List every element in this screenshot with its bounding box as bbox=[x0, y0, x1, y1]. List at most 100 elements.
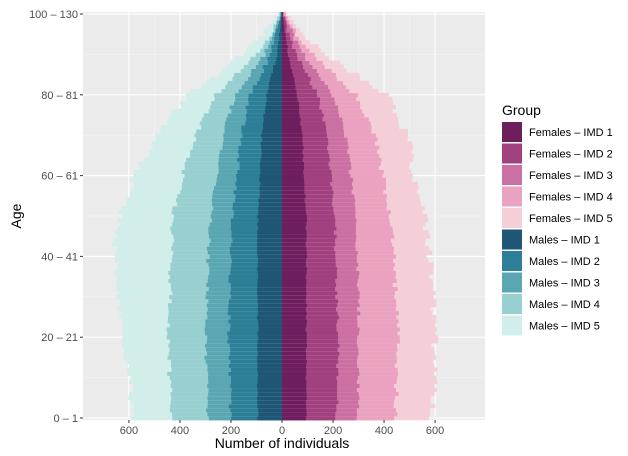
bar-female-imd2 bbox=[282, 197, 333, 203]
bar-female-imd1 bbox=[282, 157, 303, 162]
bar-male-imd1 bbox=[257, 383, 282, 389]
bar-female-imd1 bbox=[282, 197, 305, 203]
bar-female-imd1 bbox=[282, 189, 305, 195]
bar-female-imd2 bbox=[282, 339, 339, 344]
bar-female-imd2 bbox=[282, 157, 331, 162]
bar-female-imd1 bbox=[282, 149, 303, 154]
bar-male-imd1 bbox=[258, 323, 282, 328]
bar-female-imd1 bbox=[282, 363, 307, 368]
bar-male-imd2 bbox=[230, 250, 282, 255]
bar-male-imd2 bbox=[274, 40, 282, 45]
bar-male-imd1 bbox=[257, 371, 282, 376]
bar-female-imd2 bbox=[282, 88, 317, 94]
bar-male-imd1 bbox=[260, 169, 282, 174]
bar-male-imd1 bbox=[257, 355, 282, 360]
bar-male-imd2 bbox=[248, 96, 282, 102]
bar-male-imd1 bbox=[257, 213, 282, 219]
bar-male-imd2 bbox=[227, 331, 282, 336]
bar-female-imd2 bbox=[282, 270, 337, 275]
bar-female-imd1 bbox=[282, 371, 307, 376]
bar-female-imd2 bbox=[282, 250, 336, 255]
bar-male-imd1 bbox=[277, 48, 282, 53]
bar-male-imd2 bbox=[231, 411, 282, 417]
bar-male-imd2 bbox=[231, 387, 282, 393]
bar-male-imd1 bbox=[257, 314, 282, 320]
bar-female-imd1 bbox=[282, 262, 306, 267]
legend-swatch bbox=[502, 315, 522, 336]
bar-female-imd2 bbox=[282, 391, 338, 397]
bar-female-imd1 bbox=[282, 282, 307, 288]
bar-female-imd1 bbox=[282, 193, 306, 199]
y-tick-label: 60 – 61 bbox=[41, 171, 78, 183]
bar-female-imd2 bbox=[282, 359, 339, 364]
bar-male-imd1 bbox=[261, 133, 282, 138]
bar-male-imd2 bbox=[232, 238, 282, 243]
bar-male-imd1 bbox=[257, 403, 282, 409]
bar-male-imd1 bbox=[273, 64, 282, 69]
bar-female-imd2 bbox=[282, 48, 296, 53]
bar-male-imd1 bbox=[257, 367, 282, 372]
legend-swatch bbox=[502, 294, 522, 314]
bar-male-imd1 bbox=[257, 262, 282, 267]
bar-female-imd1 bbox=[282, 104, 300, 110]
y-axis-title: Age bbox=[8, 203, 24, 228]
bar-male-imd1 bbox=[257, 266, 282, 271]
bar-female-imd1 bbox=[282, 339, 307, 344]
bar-female-imd2 bbox=[282, 149, 329, 154]
bar-female-imd1 bbox=[282, 379, 307, 384]
bar-male-imd2 bbox=[252, 88, 282, 94]
bar-female-imd1 bbox=[282, 230, 307, 235]
bar-male-imd1 bbox=[257, 379, 282, 384]
bar-male-imd2 bbox=[274, 36, 282, 41]
bar-female-imd2 bbox=[282, 371, 339, 376]
bar-male-imd1 bbox=[267, 88, 282, 94]
bar-female-imd1 bbox=[282, 314, 306, 320]
bar-male-imd2 bbox=[230, 290, 282, 296]
bar-male-imd1 bbox=[258, 218, 282, 223]
x-tick-label: 200 bbox=[324, 425, 342, 437]
bar-female-imd1 bbox=[282, 266, 307, 271]
bar-female-imd2 bbox=[282, 407, 337, 413]
bar-male-imd2 bbox=[228, 306, 282, 312]
bar-female-imd2 bbox=[282, 193, 333, 199]
bar-male-imd2 bbox=[231, 258, 282, 263]
bar-male-imd2 bbox=[228, 371, 282, 376]
bar-female-imd1 bbox=[282, 80, 295, 86]
x-tick-label: 400 bbox=[375, 425, 393, 437]
bar-female-imd2 bbox=[282, 92, 317, 98]
bar-male-imd2 bbox=[231, 391, 282, 397]
bar-female-imd1 bbox=[282, 355, 306, 360]
bar-female-imd2 bbox=[282, 72, 308, 77]
bar-male-imd1 bbox=[259, 189, 282, 195]
bar-female-imd1 bbox=[282, 278, 307, 284]
bar-female-imd1 bbox=[282, 319, 307, 324]
bar-male-imd2 bbox=[228, 355, 282, 360]
bar-female-imd2 bbox=[282, 363, 337, 368]
bar-male-imd1 bbox=[271, 72, 282, 77]
bar-female-imd1 bbox=[282, 129, 302, 134]
bar-female-imd1 bbox=[282, 16, 284, 21]
bar-female-imd1 bbox=[282, 306, 306, 312]
bar-female-imd2 bbox=[282, 108, 322, 114]
y-tick-label: 0 – 1 bbox=[54, 413, 78, 425]
bar-male-imd2 bbox=[267, 56, 282, 61]
bar-male-imd1 bbox=[259, 177, 282, 183]
bar-male-imd1 bbox=[258, 302, 282, 308]
bar-male-imd1 bbox=[279, 36, 282, 41]
bar-female-imd1 bbox=[282, 60, 291, 65]
bar-male-imd2 bbox=[277, 24, 282, 29]
bar-female-imd1 bbox=[282, 117, 301, 122]
bar-female-imd2 bbox=[282, 112, 324, 118]
bar-female-imd1 bbox=[282, 395, 307, 401]
bar-female-imd2 bbox=[282, 286, 335, 292]
bar-male-imd2 bbox=[231, 415, 282, 421]
bar-male-imd2 bbox=[228, 302, 282, 308]
bar-female-imd2 bbox=[282, 121, 326, 126]
bar-female-imd2 bbox=[282, 331, 338, 336]
bar-female-imd2 bbox=[282, 415, 336, 421]
x-axis-title: Number of individuals bbox=[215, 435, 350, 451]
bar-male-imd1 bbox=[257, 387, 282, 393]
bar-female-imd1 bbox=[282, 185, 305, 191]
bar-male-imd2 bbox=[230, 359, 282, 364]
bar-male-imd1 bbox=[257, 391, 282, 397]
